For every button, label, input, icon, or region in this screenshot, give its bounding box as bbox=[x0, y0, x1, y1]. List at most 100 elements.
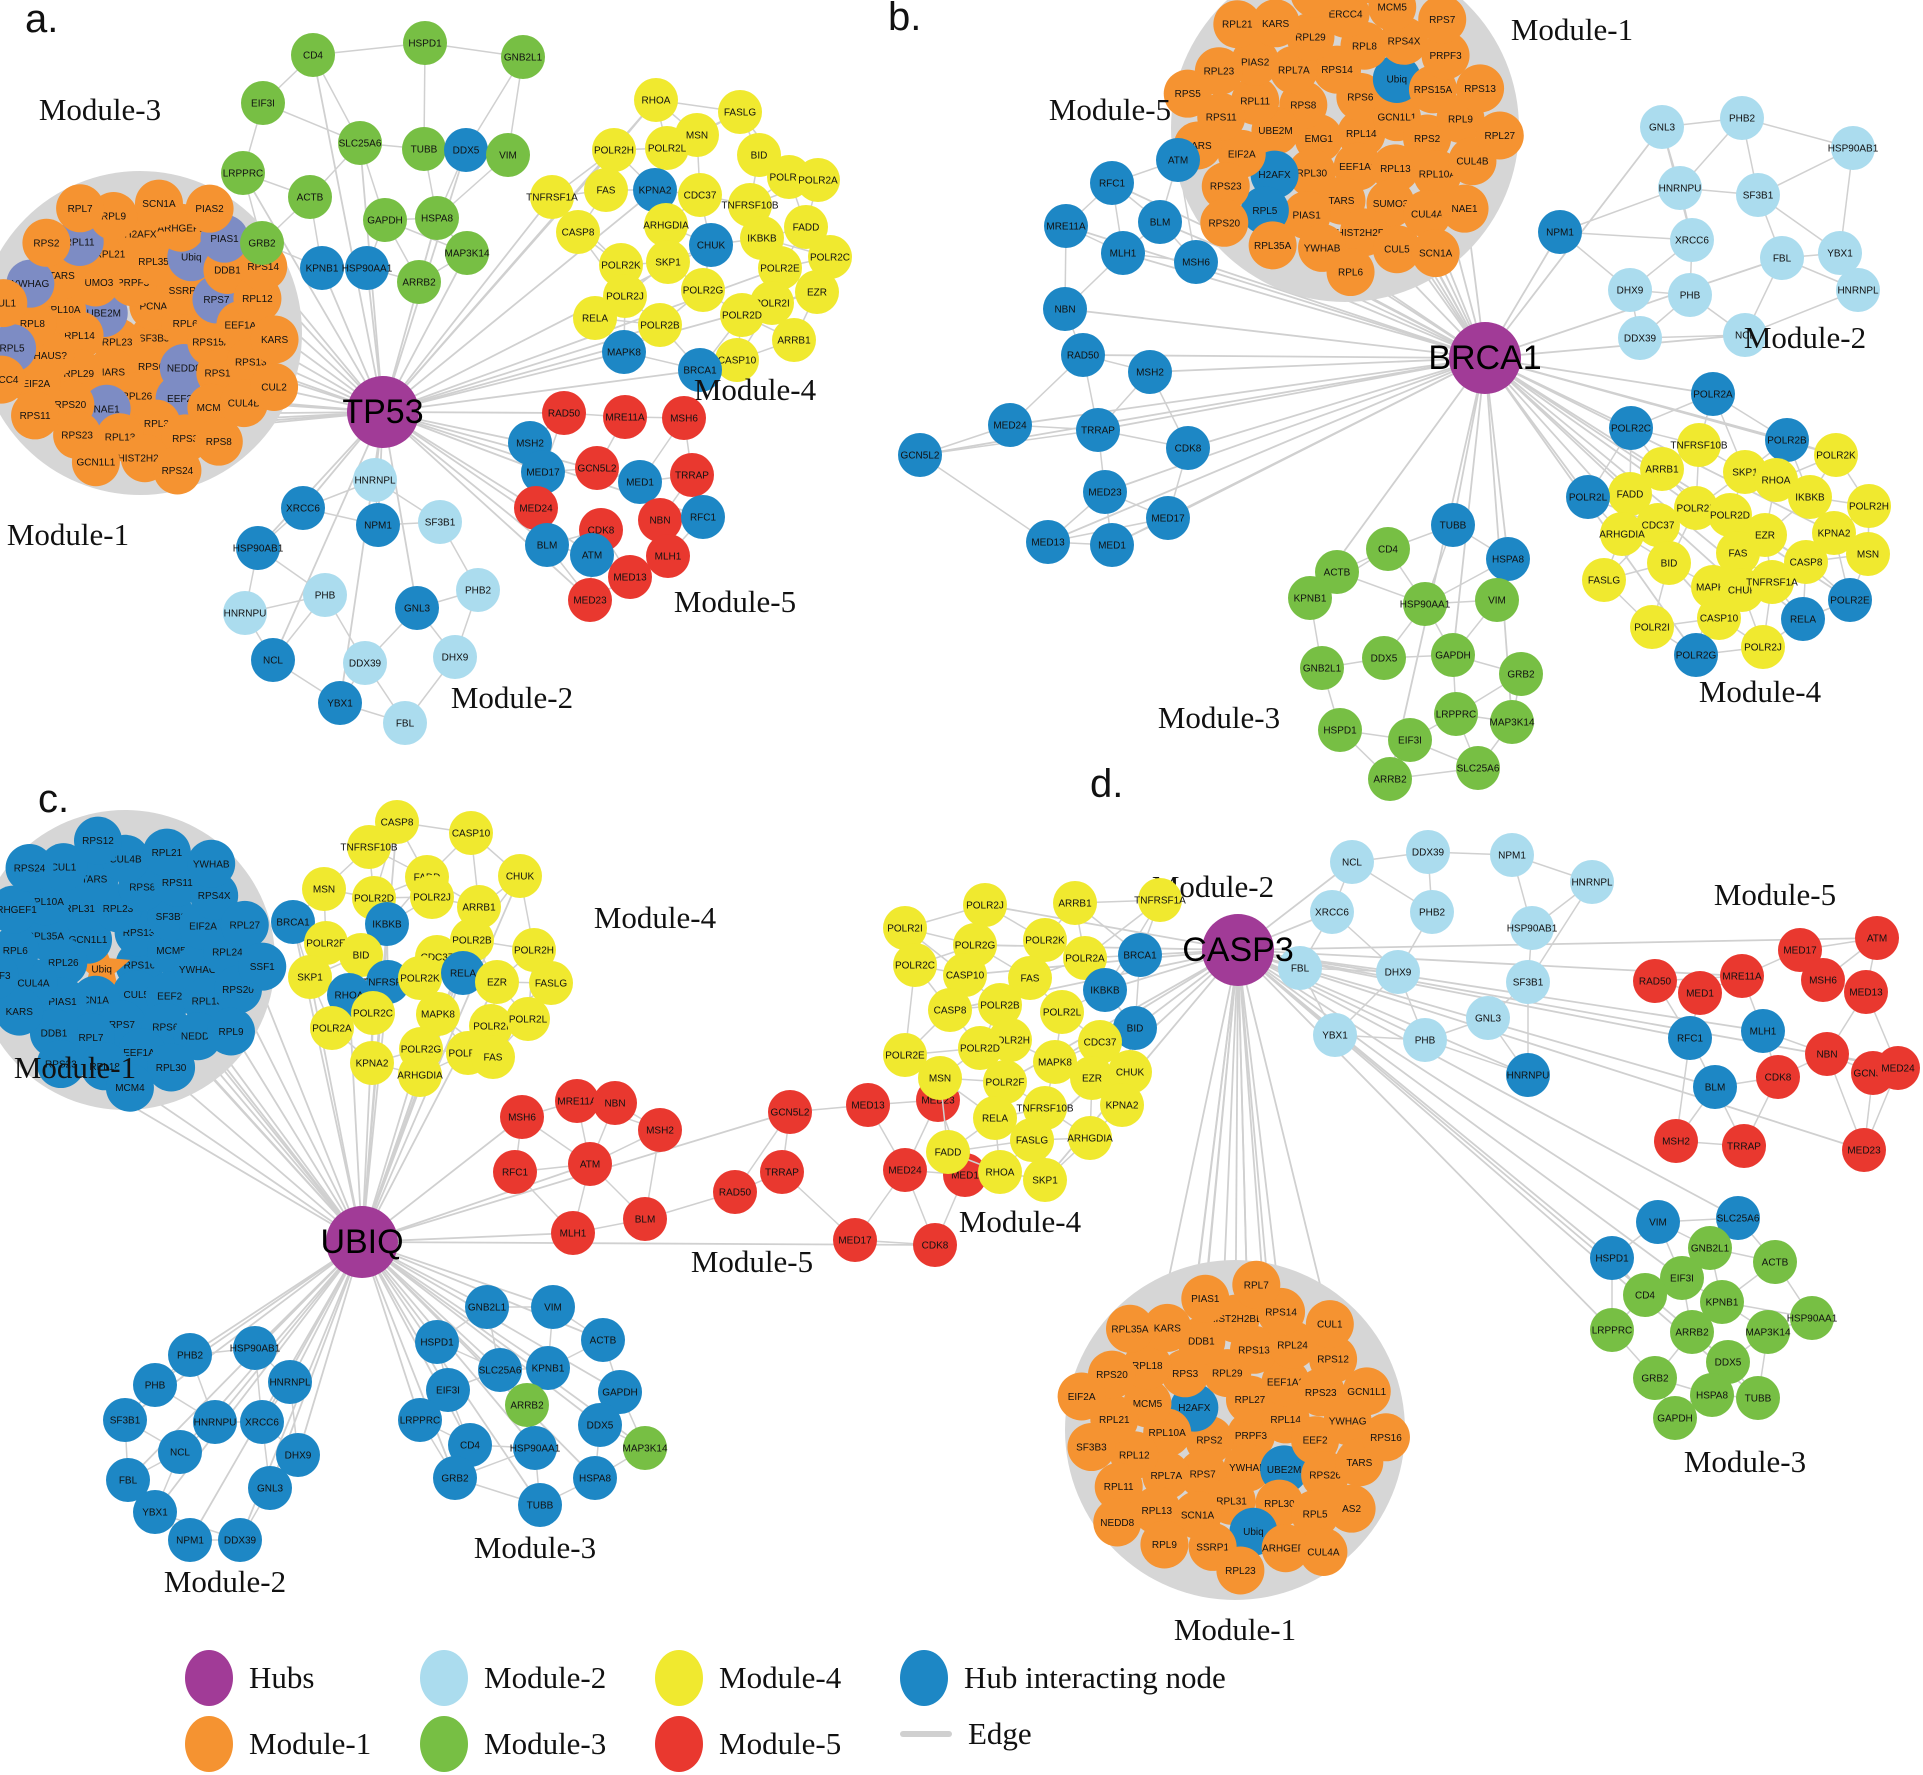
node-EZR[interactable] bbox=[795, 270, 839, 314]
hub-node-BRCA1[interactable] bbox=[1449, 322, 1521, 394]
node-IKBKB[interactable] bbox=[1788, 475, 1832, 519]
node-KPNB1[interactable] bbox=[300, 246, 344, 290]
node-RFC1[interactable] bbox=[681, 495, 725, 539]
node-RPL35A[interactable] bbox=[1248, 221, 1297, 270]
node-CHUK[interactable] bbox=[689, 223, 733, 267]
node-MED13[interactable] bbox=[846, 1083, 890, 1127]
node-BID[interactable] bbox=[339, 933, 383, 977]
node-POLR2J[interactable] bbox=[410, 875, 454, 919]
node-MSH6[interactable] bbox=[1174, 240, 1218, 284]
node-POLR2E[interactable] bbox=[758, 246, 802, 290]
node-POLR2L[interactable] bbox=[1566, 475, 1610, 519]
node-RPS7[interactable] bbox=[1418, 0, 1467, 44]
node-POLR2D[interactable] bbox=[1708, 493, 1752, 537]
node-POLR2A[interactable] bbox=[310, 1006, 354, 1050]
node-FADD[interactable] bbox=[784, 205, 828, 249]
node-HNRNPL[interactable] bbox=[1836, 268, 1880, 312]
node-MAPK8[interactable] bbox=[416, 992, 460, 1036]
node-ATM[interactable] bbox=[1855, 916, 1899, 960]
node-TNFRSF10B[interactable] bbox=[347, 825, 391, 869]
node-MAP3K14[interactable] bbox=[1490, 700, 1534, 744]
node-TNFRSF1A[interactable] bbox=[530, 175, 574, 219]
node-MRE11A[interactable] bbox=[555, 1079, 599, 1123]
node-NAE1[interactable] bbox=[1440, 184, 1489, 233]
node-KPNA2[interactable] bbox=[350, 1041, 394, 1085]
node-FAS[interactable] bbox=[584, 168, 628, 212]
node-Ubiq[interactable] bbox=[1372, 54, 1421, 103]
node-HSPD1[interactable] bbox=[1318, 708, 1362, 752]
node-DDX5[interactable] bbox=[578, 1403, 622, 1447]
node-ARRB1[interactable] bbox=[772, 318, 816, 362]
node-PHB2[interactable] bbox=[456, 568, 500, 612]
node-RPS13[interactable] bbox=[1456, 64, 1505, 113]
node-TNFRSF10B[interactable] bbox=[728, 183, 772, 227]
node-CDC37[interactable] bbox=[1636, 503, 1680, 547]
node-FBL[interactable] bbox=[1278, 946, 1322, 990]
node-NPM1[interactable] bbox=[168, 1518, 212, 1562]
node-RPL35A[interactable] bbox=[1105, 1304, 1154, 1353]
node-RPL13[interactable] bbox=[1371, 144, 1420, 193]
node-DDX5[interactable] bbox=[444, 128, 488, 172]
node-TUBB[interactable] bbox=[518, 1483, 562, 1527]
node-MED17[interactable] bbox=[833, 1218, 877, 1262]
node-MED13[interactable] bbox=[1844, 970, 1888, 1014]
node-RPS5[interactable] bbox=[1163, 69, 1212, 118]
node-ATM[interactable] bbox=[570, 533, 614, 577]
node-POLR2A[interactable] bbox=[1063, 936, 1107, 980]
node-RAD50[interactable] bbox=[713, 1170, 757, 1214]
node-POLR2B[interactable] bbox=[638, 303, 682, 347]
node-HSPD1[interactable] bbox=[1590, 1236, 1634, 1280]
node-HSPD1[interactable] bbox=[415, 1320, 459, 1364]
node-ARHGEF1[interactable] bbox=[1261, 1524, 1310, 1573]
node-ARRB2[interactable] bbox=[505, 1383, 549, 1427]
node-MRE11A[interactable] bbox=[1720, 954, 1764, 998]
node-RPL7[interactable] bbox=[1232, 1260, 1281, 1309]
node-YBX1[interactable] bbox=[133, 1490, 177, 1534]
node-MED24[interactable] bbox=[1876, 1046, 1920, 1090]
hub-node-TP53[interactable] bbox=[347, 376, 419, 448]
node-MLH1[interactable] bbox=[646, 534, 690, 578]
node-POLR2H[interactable] bbox=[1847, 484, 1891, 528]
node-RAD50[interactable] bbox=[1633, 959, 1677, 1003]
node-MED13[interactable] bbox=[608, 555, 652, 599]
node-POLR2I[interactable] bbox=[883, 906, 927, 950]
node-CDK8[interactable] bbox=[913, 1223, 957, 1267]
node-CUL1[interactable] bbox=[1305, 1300, 1354, 1349]
node-ARRB2[interactable] bbox=[397, 260, 441, 304]
node-POLR2G[interactable] bbox=[681, 268, 725, 312]
node-POLR2D[interactable] bbox=[720, 293, 764, 337]
node-POLR2B[interactable] bbox=[1765, 418, 1809, 462]
node-SF3B1[interactable] bbox=[1506, 960, 1550, 1004]
node-HNRNPU[interactable] bbox=[223, 591, 267, 635]
node-RPS23[interactable] bbox=[1201, 162, 1250, 211]
node-POLR2I[interactable] bbox=[1630, 605, 1674, 649]
node-MED23[interactable] bbox=[568, 578, 612, 622]
node-MED17[interactable] bbox=[521, 450, 565, 494]
node-SSF1[interactable] bbox=[238, 942, 287, 991]
node-POLR2E[interactable] bbox=[883, 1033, 927, 1077]
node-CASP8[interactable] bbox=[928, 988, 972, 1032]
node-RPS16[interactable] bbox=[1361, 1413, 1410, 1462]
node-BRCA1[interactable] bbox=[1118, 933, 1162, 977]
node-MCM4[interactable] bbox=[105, 1063, 154, 1112]
node-GAPDH[interactable] bbox=[363, 198, 407, 242]
node-RELA[interactable] bbox=[573, 296, 617, 340]
node-GAPDH[interactable] bbox=[1653, 1396, 1697, 1440]
node-KPNB1[interactable] bbox=[1700, 1280, 1744, 1324]
node-MRE11A[interactable] bbox=[1044, 204, 1088, 248]
node-KPNB1[interactable] bbox=[526, 1346, 570, 1390]
node-POLR2K[interactable] bbox=[398, 956, 442, 1000]
node-LRPPRC[interactable] bbox=[398, 1398, 442, 1442]
node-HSP90AA1[interactable] bbox=[513, 1426, 557, 1470]
node-IKBKB[interactable] bbox=[365, 902, 409, 946]
node-GCN5L2[interactable] bbox=[768, 1090, 812, 1134]
node-YBX1[interactable] bbox=[1313, 1013, 1357, 1057]
node-RPS2[interactable] bbox=[22, 218, 71, 267]
node-CASP8[interactable] bbox=[1784, 540, 1828, 584]
node-CASP10[interactable] bbox=[943, 953, 987, 997]
node-SF3B1[interactable] bbox=[103, 1398, 147, 1442]
node-GNB2L1[interactable] bbox=[501, 35, 545, 79]
node-PIAS2[interactable] bbox=[1231, 37, 1280, 86]
node-RPL11[interactable] bbox=[1094, 1462, 1143, 1511]
node-PHB2[interactable] bbox=[168, 1333, 212, 1377]
